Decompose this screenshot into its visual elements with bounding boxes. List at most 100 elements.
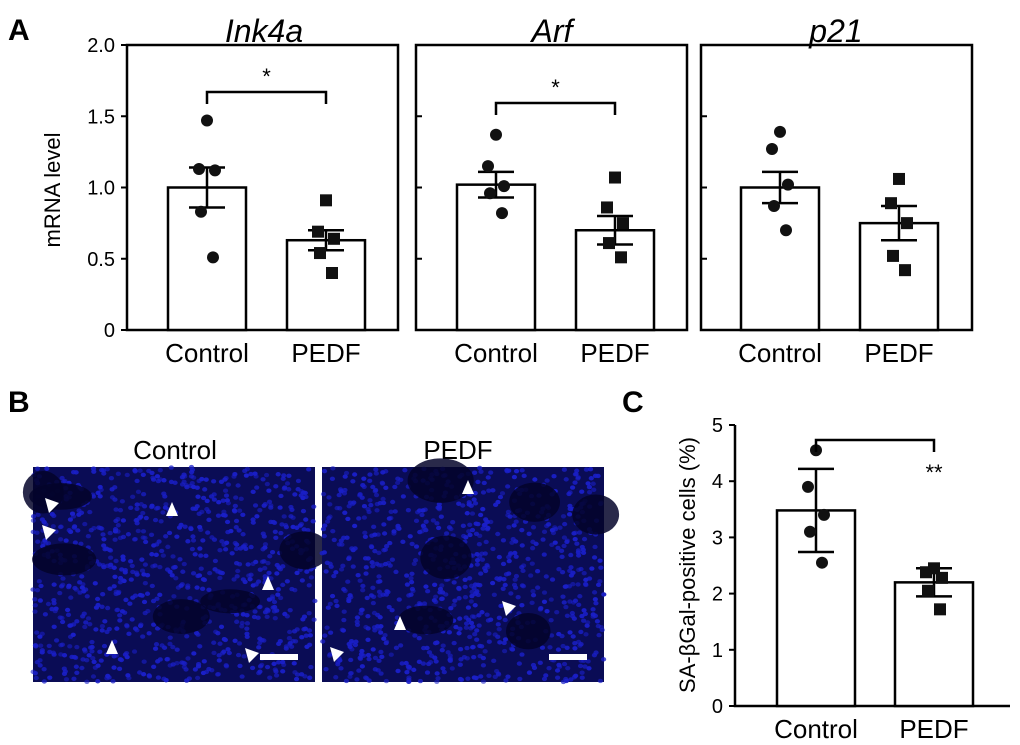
nucleus <box>488 470 494 475</box>
nucleus <box>157 592 163 598</box>
nucleus <box>188 464 195 470</box>
nucleus <box>564 645 570 650</box>
dark-region <box>200 589 261 614</box>
nucleus <box>241 654 247 659</box>
nucleus <box>272 615 278 621</box>
nucleus <box>564 539 570 545</box>
nucleus <box>571 531 577 536</box>
nucleus <box>308 575 315 580</box>
data-point <box>782 178 794 191</box>
nucleus <box>284 614 290 619</box>
nucleus <box>468 599 474 604</box>
nucleus <box>572 536 578 542</box>
nucleus <box>59 642 65 647</box>
nucleus <box>112 527 119 532</box>
nucleus <box>333 675 339 680</box>
nucleus <box>382 632 388 638</box>
nucleus <box>207 570 213 576</box>
nucleus <box>398 477 404 482</box>
nucleus <box>471 654 477 660</box>
nucleus <box>517 676 523 682</box>
nucleus <box>490 546 496 552</box>
nucleus <box>559 569 566 575</box>
nucleus <box>100 532 106 537</box>
nucleus <box>405 507 411 513</box>
nucleus <box>115 523 121 528</box>
data-point <box>887 249 899 262</box>
nucleus <box>99 467 105 473</box>
nucleus <box>266 570 272 576</box>
nucleus <box>131 649 138 654</box>
category-label: Control <box>774 714 858 744</box>
nucleus <box>516 661 522 666</box>
panel-letter-b: B <box>8 386 30 419</box>
nucleus <box>204 498 210 504</box>
nucleus <box>396 597 402 602</box>
nucleus <box>80 582 86 587</box>
arrowhead-marker <box>245 648 259 663</box>
nucleus <box>361 484 367 489</box>
nucleus <box>107 555 114 560</box>
arrowhead-marker <box>42 525 56 540</box>
bar-control <box>739 186 821 332</box>
data-point <box>320 194 332 207</box>
nucleus <box>327 601 333 607</box>
nucleus <box>480 679 487 684</box>
nucleus <box>437 586 444 592</box>
nucleus <box>113 558 119 564</box>
nucleus <box>497 576 503 581</box>
nucleus <box>185 585 191 590</box>
nucleus <box>131 537 138 542</box>
nucleus <box>247 577 253 582</box>
nucleus <box>132 593 139 598</box>
nucleus <box>192 552 198 557</box>
nucleus <box>157 477 163 482</box>
nucleus <box>197 546 203 551</box>
nucleus <box>590 481 596 486</box>
nucleus <box>372 667 378 672</box>
nucleus <box>373 492 380 498</box>
nucleus <box>287 607 293 613</box>
nucleus <box>51 624 57 629</box>
nucleus <box>451 580 457 585</box>
nucleus <box>513 468 520 474</box>
nucleus <box>157 657 163 662</box>
nucleus <box>179 660 185 665</box>
nucleus <box>165 544 171 550</box>
nucleus <box>170 644 176 650</box>
nucleus <box>53 638 60 643</box>
nucleus <box>387 540 393 546</box>
nucleus <box>278 530 284 536</box>
nucleus <box>281 473 287 478</box>
data-point <box>603 237 615 250</box>
nucleus <box>151 664 157 670</box>
nucleus <box>511 474 518 480</box>
nucleus <box>566 512 573 517</box>
nucleus <box>383 640 389 646</box>
chart-p21: p21 Control PEDF <box>699 13 974 368</box>
nucleus <box>403 660 409 666</box>
category-label: PEDF <box>864 338 933 368</box>
nucleus <box>435 676 441 681</box>
nucleus <box>221 649 227 654</box>
nucleus <box>428 653 435 658</box>
nucleus <box>329 593 336 599</box>
nucleus <box>474 562 480 567</box>
nucleus <box>150 598 157 604</box>
nucleus <box>35 512 41 518</box>
nucleus <box>329 476 336 481</box>
nucleus <box>193 630 200 636</box>
nucleus <box>234 574 240 579</box>
nucleus <box>240 612 246 617</box>
nucleus <box>363 565 369 570</box>
nucleus <box>160 553 166 558</box>
nucleus <box>124 650 130 656</box>
nucleus <box>478 674 484 679</box>
nucleus <box>119 499 125 504</box>
nucleus <box>467 522 473 527</box>
nucleus <box>216 653 222 658</box>
nucleus <box>311 504 317 509</box>
nucleus <box>72 524 78 529</box>
nucleus <box>177 557 183 562</box>
nucleus <box>338 666 344 671</box>
